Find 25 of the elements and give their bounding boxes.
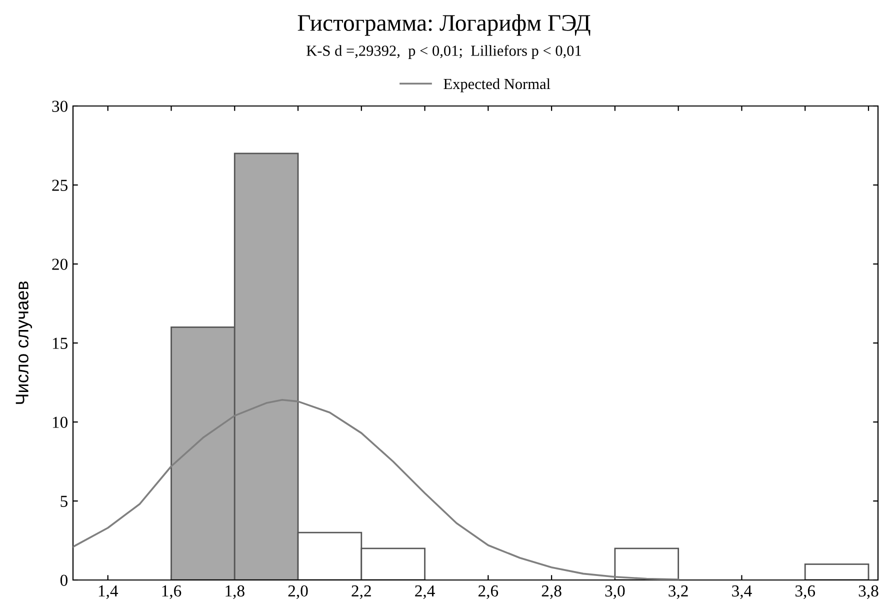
line-series — [73, 398, 680, 580]
x-tick-label: 1,8 — [226, 585, 244, 599]
x-tick-label: 2,4 — [415, 585, 435, 599]
x-tick-label: 2,8 — [542, 585, 562, 599]
chart-subtitle: K-S d =,29392, p < 0,01; Lilliefors p < 0,01 — [306, 44, 581, 60]
x-tick-label: 3,0 — [605, 585, 625, 599]
x-tick-label: 3,8 — [858, 585, 878, 599]
x-tick-label: 1,4 — [98, 585, 118, 599]
x-tick-label: 3,4 — [732, 585, 752, 599]
y-tick-label: 15 — [52, 338, 68, 349]
x-tick-label: 2,2 — [352, 585, 371, 599]
y-axis-title: Число случаев — [16, 281, 32, 404]
y-tick-label: 30 — [52, 100, 68, 112]
y-tick-label: 10 — [52, 416, 68, 428]
y-tick-label: 0 — [60, 574, 68, 586]
chart-title: Гистограмма: Логарифм ГЭД — [298, 14, 590, 36]
y-tick-label: 20 — [52, 258, 68, 270]
x-tick-label: 3,2 — [668, 585, 688, 599]
x-tick-label: 2,6 — [478, 585, 498, 599]
y-tick-label: 25 — [52, 180, 68, 191]
y-tick-label: 5 — [60, 496, 68, 507]
x-tick-label: 2,0 — [288, 585, 308, 599]
x-tick-label: 1,6 — [162, 585, 182, 599]
legend-label: Expected Normal — [444, 78, 550, 92]
x-tick-label: 3,6 — [795, 585, 816, 599]
